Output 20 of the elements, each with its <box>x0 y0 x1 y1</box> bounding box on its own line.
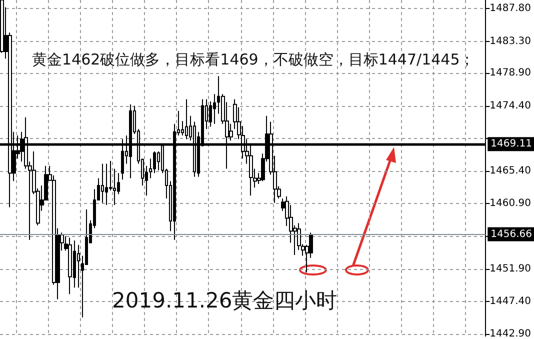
candlestick <box>185 98 188 140</box>
candlestick <box>105 163 108 206</box>
candlestick <box>213 94 216 124</box>
y-tick-label: 1474.40 <box>490 100 532 112</box>
candlestick <box>77 244 80 288</box>
y-tick-label: 1487.80 <box>490 3 532 14</box>
ref-line-label: 1456.66 <box>490 228 532 240</box>
y-tick-label: 1483.30 <box>490 36 532 47</box>
ref-line-label: 1469.11 <box>490 138 532 150</box>
annotation: 黄金1462破位做多，目标看1469，不破做空，目标1447/1445； <box>32 50 475 68</box>
candlestick <box>101 163 104 204</box>
y-tick-label: 1460.90 <box>490 198 532 210</box>
candlestick <box>153 150 156 174</box>
y-tick-label: 1478.90 <box>490 68 532 79</box>
y-tick-label: 1465.40 <box>490 165 532 176</box>
candlestick <box>68 237 72 295</box>
y-tick-label: 1451.90 <box>490 263 532 274</box>
annotation: 2019.11.26黄金四小时 <box>112 288 338 312</box>
y-tick-label: 1442.90 <box>490 328 532 339</box>
y-tick-label: 1447.40 <box>490 296 532 307</box>
